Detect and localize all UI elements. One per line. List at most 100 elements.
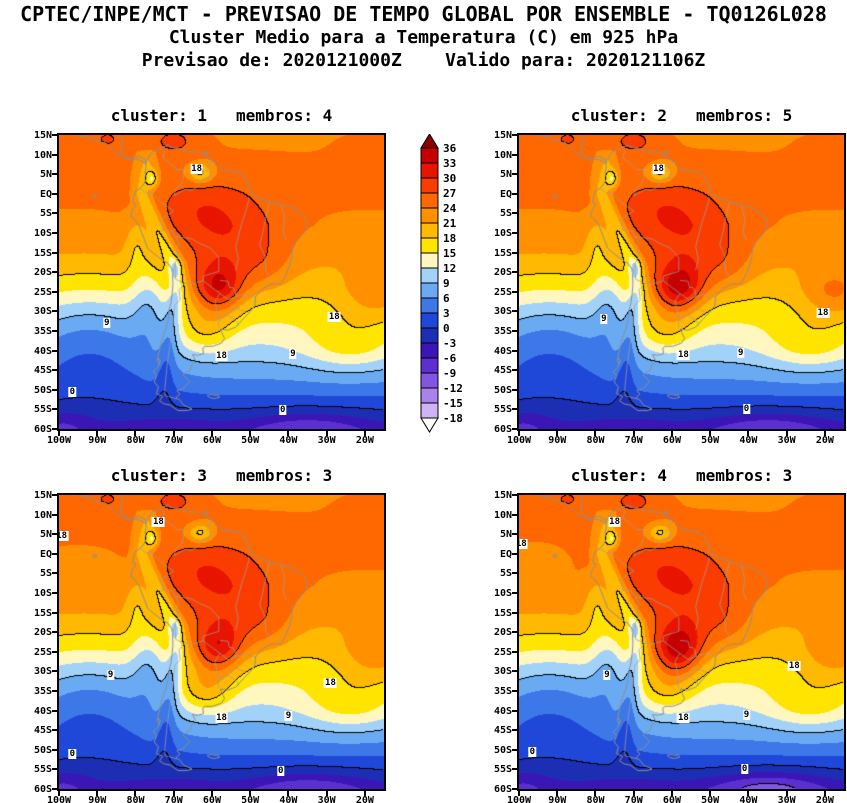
lat-axis-label: 35S [33,326,52,337]
contour-label: 9 [600,314,608,325]
lat-axis-label: 5N [499,529,512,541]
cluster-panel-4: cluster: 4 membros: 3 18 18 9 18 18 9 0 0 15N 10… [494,466,846,803]
lat-axis-label: 15S [33,247,52,259]
lon-tick [785,431,788,436]
lon-tick [785,791,788,796]
title-line-variable: Cluster Medio para a Temperatura (C) em … [168,27,679,48]
colorbar-cell [420,147,439,164]
lon-tick [363,431,366,436]
lon-axis-label: 90W [88,795,107,803]
colorbar-tick-label: 21 [443,217,457,230]
lon-axis-label: 30W [317,435,336,446]
lat-axis-label: 10N [493,509,512,521]
colorbar-tick-label: 33 [443,157,456,170]
contour-label: 0 [528,746,537,757]
lon-axis-label: 50W [701,795,720,803]
lat-axis-label: 25S [33,646,52,658]
lat-axis-label: 15S [33,607,52,619]
panel-title: cluster: 3 membros: 3 [110,466,333,485]
lon-tick [556,431,559,436]
contour-label: 0 [740,764,749,775]
lat-axis-label: 15N [493,490,512,501]
lat-axis-label: 60S [33,784,52,795]
lon-tick [594,791,597,796]
colorbar-cell [420,357,439,374]
lat-axis-label: 10N [33,509,52,521]
lat-axis-label: 20S [33,267,52,279]
lon-tick [249,791,252,796]
lon-axis-label: 50W [701,435,720,446]
lon-tick [210,431,213,436]
color-scale-legend: 36 33 30 27 24 21 18 15 12 9 6 3 0 -3 -6 -9 -12 -15 -18 [420,133,490,439]
lon-axis-label: 90W [88,435,107,446]
lat-axis-label: 40S [33,705,52,717]
contour-label: 18 [676,713,690,724]
lon-axis-label: 20W [815,795,834,803]
lat-axis-label: 30S [33,306,52,318]
lat-axis-label: 15N [33,490,52,501]
temperature-map-canvas [519,135,844,429]
lat-axis-label: 55S [493,764,512,776]
contour-labels-layer: 18 18 9 18 18 9 0 0 [519,495,844,789]
lon-tick [58,791,60,796]
contour-label: 9 [284,711,293,722]
lat-axis-label: 60S [493,784,512,795]
contour-label: 9 [737,347,745,358]
colorbar-cell [420,177,439,194]
lon-axis-label: 80W [586,795,605,803]
lon-tick [709,791,712,796]
lat-axis-label: 15N [33,130,52,141]
contour-label: 0 [278,405,287,416]
lat-axis-label: EQ [499,548,512,560]
lon-tick [134,791,137,796]
lon-tick [58,431,60,436]
lon-axis-label: 60W [662,435,681,446]
lon-axis-label: 30W [317,795,336,803]
colorbar-cell [420,252,439,269]
colorbar-tick-label: -6 [443,352,457,365]
lon-axis-label: 60W [662,795,681,803]
lon-tick [249,431,252,436]
colorbar-tick-label: -18 [443,412,463,425]
temperature-map-canvas [59,135,384,429]
contour-labels-layer: 18 9 18 18 9 0 [519,135,844,429]
lon-axis-label: 90W [548,435,567,446]
contour-label: 18 [190,164,204,175]
colorbar-arrow-down [420,417,439,433]
temperature-map-canvas [519,495,844,789]
lon-tick [96,791,99,796]
lat-axis-label: 20S [33,627,52,639]
lon-axis-label: 100W [46,795,72,803]
title-line-model: CPTEC/INPE/MCT - PREVISAO DE TEMPO GLOBA… [20,2,827,26]
lon-tick [518,431,520,436]
lon-tick [287,431,290,436]
lat-axis-label: 15S [493,607,512,619]
contour-label: 9 [289,348,297,359]
colorbar-cell [420,297,439,314]
lon-axis-label: 40W [739,435,758,446]
lon-tick [172,431,175,436]
colorbar-cell [420,312,439,329]
contour-label: 9 [103,318,111,329]
colorbar-cell [420,237,439,254]
temperature-map-canvas [59,495,384,789]
lon-axis-label: 70W [624,795,643,803]
contour-label: 18 [787,660,801,671]
contour-label: 18 [608,517,621,528]
colorbar-tick-label: -3 [443,337,456,350]
lon-axis-label: 40W [279,435,298,446]
lat-axis-label: 30S [33,666,52,678]
colorbar-tick-label: 24 [443,202,457,215]
panel-title: cluster: 1 membros: 4 [110,106,333,125]
title-line-validity: Previsao de: 2020121000Z Valido para: 20… [141,50,706,71]
lat-axis-label: 45S [493,725,512,737]
lon-axis-label: 20W [355,795,374,803]
lat-axis-label: 40S [33,345,52,357]
lon-tick [823,431,826,436]
colorbar-cell [420,342,439,359]
lon-tick [594,431,597,436]
contour-label: 9 [603,670,611,681]
lon-axis-label: 100W [506,795,532,803]
lon-axis-label: 70W [624,435,643,446]
lat-axis-label: EQ [39,548,52,560]
